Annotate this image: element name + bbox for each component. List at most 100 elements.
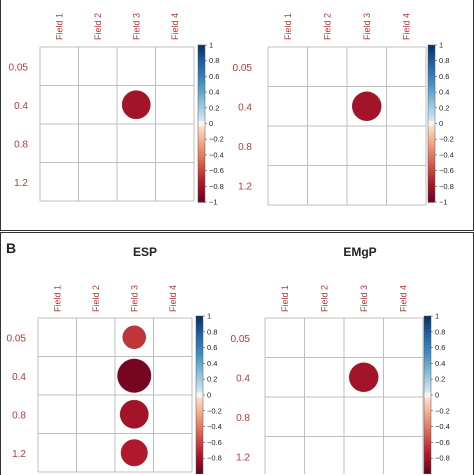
- colorbar-segment: [196, 423, 203, 428]
- colorbar-tick-label: 0.4: [439, 88, 449, 97]
- colorbar-segment: [428, 45, 435, 49]
- colorbar-segment: [424, 347, 431, 351]
- colorbar-tick-label: −0.2: [439, 135, 454, 144]
- colorbar-segment: [428, 139, 435, 143]
- colorbar-segment: [424, 402, 431, 407]
- colorbar-segment: [198, 167, 205, 172]
- colorbar-segment: [424, 395, 431, 399]
- colorbar-segment: [198, 126, 205, 130]
- colorbar-segment: [196, 373, 203, 378]
- colorbar-segment: [428, 73, 435, 77]
- colorbar-segment: [198, 113, 205, 117]
- colorbar-segment: [424, 371, 431, 375]
- colorbar-segment: [424, 331, 431, 336]
- colorbar-segment: [196, 368, 203, 372]
- colorbar-segment: [428, 50, 435, 54]
- colorbar-segment: [428, 175, 435, 180]
- colorbar-segment: [198, 63, 205, 67]
- colorbar-tick-label: −0.8: [439, 182, 454, 191]
- colorbar-segment: [198, 86, 205, 91]
- colorbar-segment: [196, 445, 203, 449]
- colorbar-segment: [196, 334, 203, 338]
- colorbar-segment: [198, 181, 205, 185]
- colorbar-segment: [198, 47, 205, 51]
- colorbar-segment: [428, 183, 435, 187]
- colorbar-segment: [198, 141, 205, 146]
- colorbar-tick-label: −0.4: [209, 150, 224, 159]
- colorbar-segment: [196, 331, 203, 336]
- colorbar-segment: [424, 326, 431, 330]
- colorbar-segment: [198, 152, 205, 156]
- colorbar-segment: [196, 458, 203, 462]
- colorbar-segment: [196, 434, 203, 438]
- colorbar-tick-label: 0.8: [209, 56, 219, 65]
- colorbar-segment: [428, 79, 435, 83]
- colorbar-segment: [424, 376, 431, 380]
- colorbar-segment: [424, 450, 431, 454]
- row-label: 1.2: [236, 452, 250, 463]
- colorbar-tick-label: −0.8: [209, 182, 224, 191]
- colorbar-segment: [428, 47, 435, 51]
- colorbar-segment: [424, 429, 431, 433]
- colorbar-tick-label: 0.6: [209, 72, 219, 81]
- colorbar-segment: [196, 413, 203, 417]
- correlation-circle: [121, 90, 151, 120]
- column-label: Field 1: [283, 13, 293, 40]
- colorbar-tick-label: 0.4: [209, 88, 219, 97]
- colorbar-segment: [428, 173, 435, 177]
- colorbar-tick-label: −1: [439, 198, 448, 207]
- colorbar-segment: [196, 339, 203, 343]
- colorbar-segment: [428, 52, 435, 57]
- colorbar-segment: [196, 466, 203, 470]
- colorbar-segment: [428, 60, 435, 64]
- colorbar-segment: [198, 194, 205, 198]
- colorbar-segment: [196, 381, 203, 386]
- colorbar-segment: [198, 157, 205, 161]
- colorbar-segment: [424, 408, 431, 412]
- correlation-plot-3: Field 1 Field 2 Field 3 Field 4 0.05 0.4 0.8 1.…: [7, 285, 222, 474]
- colorbar-segment: [196, 439, 203, 443]
- colorbar-segment: [196, 408, 203, 412]
- colorbar-segment: [428, 81, 435, 85]
- colorbar-segment: [428, 128, 435, 132]
- column-label: Field 2: [322, 13, 332, 40]
- colorbar-segment: [198, 183, 205, 187]
- colorbar-segment: [424, 373, 431, 378]
- colorbar-segment: [428, 58, 435, 62]
- colorbar-segment: [428, 131, 435, 135]
- colorbar-segment: [424, 458, 431, 462]
- colorbar-tick-label: 0.2: [209, 103, 219, 112]
- column-label: Field 1: [54, 13, 64, 40]
- colorbar-segment: [424, 445, 431, 449]
- colorbar-segment: [424, 363, 431, 367]
- colorbar-segment: [196, 389, 203, 393]
- colorbar-segment: [196, 392, 203, 396]
- colorbar-segment: [196, 460, 203, 465]
- colorbar-tick-label: −0.8: [435, 454, 450, 463]
- colorbar-segment: [196, 405, 203, 409]
- colorbar-segment: [196, 337, 203, 341]
- row-label: 0.05: [9, 62, 29, 73]
- colorbar-segment: [424, 405, 431, 409]
- colorbar-segment: [424, 431, 431, 436]
- correlation-plot-4: Field 1 Field 2 Field 3 Field 4 0.05 0.4 0.8 1.…: [231, 285, 450, 474]
- colorbar-segment: [196, 355, 203, 359]
- colorbar-segment: [424, 358, 431, 362]
- colorbar-segment: [428, 110, 435, 114]
- colorbar-segment: [198, 178, 205, 182]
- colorbar-segment: [424, 410, 431, 415]
- colorbar-segment: [428, 107, 435, 112]
- column-label: Field 4: [398, 285, 408, 312]
- colorbar-segment: [198, 71, 205, 75]
- colorbar-tick-label: 0.8: [435, 327, 445, 336]
- colorbar-segment: [424, 466, 431, 470]
- plot-title-emgp: EMgP: [343, 245, 377, 259]
- colorbar-tick-label: 0: [435, 391, 439, 400]
- colorbar-segment: [198, 89, 205, 93]
- colorbar-segment: [428, 167, 435, 172]
- row-label: 0.4: [238, 102, 252, 113]
- column-label: Field 4: [401, 13, 411, 40]
- colorbar-segment: [198, 199, 205, 203]
- colorbar-segment: [196, 316, 203, 320]
- colorbar-segment: [196, 410, 203, 415]
